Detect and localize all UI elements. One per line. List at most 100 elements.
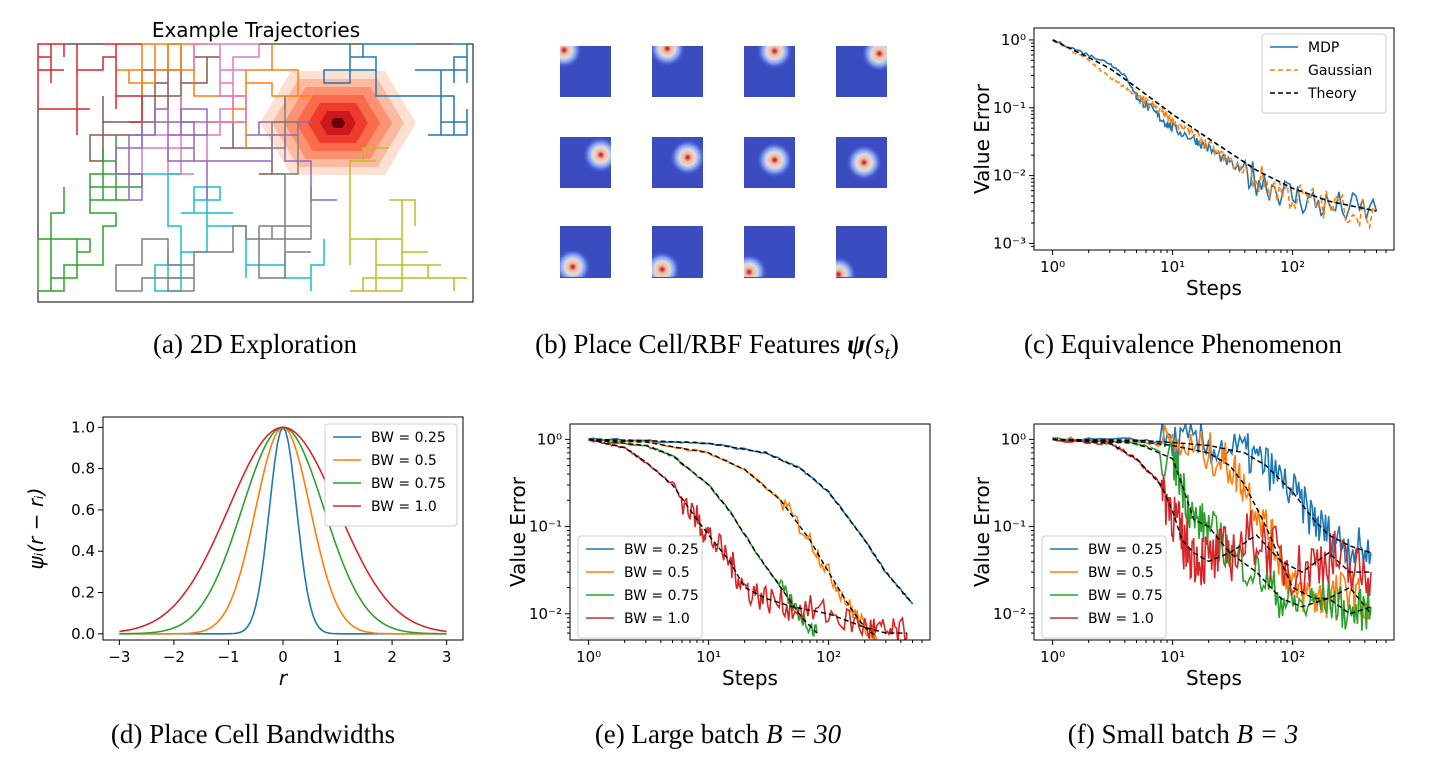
x-tick-label: −2 (163, 648, 185, 666)
axes-frame (569, 423, 931, 641)
y-axis-label: ψᵢ(r − rᵢ) (24, 488, 48, 570)
y-axis-label: Value Error (970, 83, 994, 194)
legend-label: Theory (1307, 86, 1357, 102)
rbf-activation (861, 46, 887, 72)
trajectory-red (37, 43, 143, 135)
rbf-activation (756, 46, 793, 70)
y-tick-label: 10⁻² (993, 167, 1026, 185)
heat-contour-6 (331, 118, 345, 128)
rbf-activation (652, 46, 686, 67)
y-tick-label: 10⁻¹ (993, 99, 1026, 117)
x-tick-label: 10⁰ (1040, 258, 1065, 276)
caption-d: (d) Place Cell Bandwidths (111, 719, 395, 749)
legend-label: BW = 0.5 (371, 453, 437, 469)
x-tick-label: 10¹ (1160, 258, 1185, 276)
x-tick-label: 1 (333, 648, 343, 666)
caption-c: (c) Equivalence Phenomenon (1024, 329, 1342, 359)
rbf-cell (560, 46, 611, 97)
plot-area (1052, 424, 1372, 631)
theory-line (588, 438, 914, 605)
legend-label: BW = 0.5 (1088, 565, 1154, 581)
trajectory-gray (115, 96, 312, 292)
y-axis-label: Value Error (506, 476, 530, 587)
y-tick-label: 0.2 (71, 584, 95, 602)
y-tick-label: 10⁻² (529, 605, 562, 623)
rbf-activation (560, 248, 591, 277)
theory-line (1052, 438, 1372, 615)
theory-line (588, 438, 907, 634)
legend-label: BW = 1.0 (1088, 611, 1154, 627)
y-tick-label: 0.8 (71, 460, 95, 478)
x-tick-label: 10¹ (1160, 648, 1185, 666)
y-tick-label: 0.4 (71, 542, 95, 560)
rbf-cell (744, 137, 795, 188)
rbf-cell (560, 226, 611, 277)
legend: BW = 0.25 BW = 0.5 BW = 0.75 BW = 1.0 (324, 423, 458, 527)
legend-label: BW = 0.25 (624, 542, 699, 558)
series-line (588, 438, 878, 640)
y-tick-label: 0.6 (71, 501, 95, 519)
bandwidth-curve (119, 426, 447, 633)
rbf-activation (756, 141, 793, 178)
trajectory-pink (141, 43, 260, 187)
rbf-cell (744, 226, 795, 277)
theory-line (1052, 438, 1372, 554)
y-tick-label: 10⁰ (537, 430, 562, 448)
caption-b: (b) Place Cell/RBF Features ψ(st) (535, 329, 899, 364)
legend-label: BW = 0.75 (1088, 588, 1163, 604)
x-axis-label: Steps (1186, 276, 1242, 300)
legend: BW = 0.25 BW = 0.5 BW = 0.75 BW = 1.0 (577, 535, 703, 639)
rbf-cell (836, 46, 887, 97)
legend: BW = 0.25 BW = 0.5 BW = 0.75 BW = 1.0 (1041, 535, 1167, 639)
x-tick-label: 10² (1280, 258, 1305, 276)
panel-c: (c) Equivalence Phenomenon 10⁰ 10¹ 10² 10⁰ 1… (970, 27, 1395, 359)
axes-frame (102, 416, 464, 641)
reward-heat-blob (260, 71, 416, 175)
trajectory-blue (323, 43, 468, 136)
trajectory-lines (37, 43, 468, 292)
legend-label: BW = 0.25 (1088, 542, 1163, 558)
x-tick-label: 0 (278, 648, 288, 666)
x-tick-label: −3 (108, 648, 130, 666)
rbf-activation (652, 251, 681, 277)
rbf-feature-grid (560, 46, 887, 278)
y-tick-label: 10⁰ (1001, 430, 1026, 448)
legend: MDP Gaussian Theory (1261, 33, 1387, 114)
rbf-activation (669, 139, 703, 176)
x-tick-label: 10⁰ (1040, 648, 1065, 666)
theory-line (588, 438, 818, 634)
y-tick-label: 10⁻¹ (529, 518, 562, 536)
x-tick-label: 10⁰ (576, 648, 601, 666)
legend-label: BW = 0.75 (624, 588, 699, 604)
rbf-cell (652, 46, 703, 97)
rbf-cell (836, 137, 887, 188)
trajectory-cyan (129, 173, 325, 292)
legend-label: BW = 1.0 (624, 611, 690, 627)
theory-line (1052, 438, 1371, 573)
rbf-activation (744, 253, 768, 277)
theory-line (588, 438, 877, 637)
rbf-activation (846, 144, 883, 181)
panel-a: Example Trajectories (a) 2D Exploration (37, 18, 474, 359)
y-tick-label: 1.0 (71, 418, 95, 436)
y-tick-label: 0.0 (71, 625, 95, 643)
theory-line (1052, 438, 1372, 615)
panel-d: (d) Place Cell Bandwidths −3 −2 −1 0 1 2 3 0.0 0… (24, 416, 464, 749)
trajectory-frame (37, 43, 474, 303)
trajectory-purple (115, 108, 337, 201)
rbf-cell (836, 226, 887, 277)
legend-label: BW = 0.25 (371, 430, 446, 446)
panel-e: (e) Large batch B = 30 10⁰ 10¹ 10² 10⁰ 10⁻¹ 1… (506, 423, 931, 749)
x-tick-label: 10² (1280, 648, 1305, 666)
trajectory-olive (349, 147, 467, 292)
legend-label: BW = 1.0 (371, 499, 437, 515)
y-tick-label: 10⁻³ (993, 234, 1026, 252)
axes-frame (1033, 423, 1395, 641)
y-tick-label: 10⁰ (1001, 31, 1026, 49)
x-axis-label: Steps (722, 666, 778, 690)
rbf-activation (836, 256, 857, 277)
legend-label: BW = 0.5 (624, 565, 690, 581)
legend-label: BW = 0.75 (371, 476, 446, 492)
x-tick-label: −1 (217, 648, 239, 666)
